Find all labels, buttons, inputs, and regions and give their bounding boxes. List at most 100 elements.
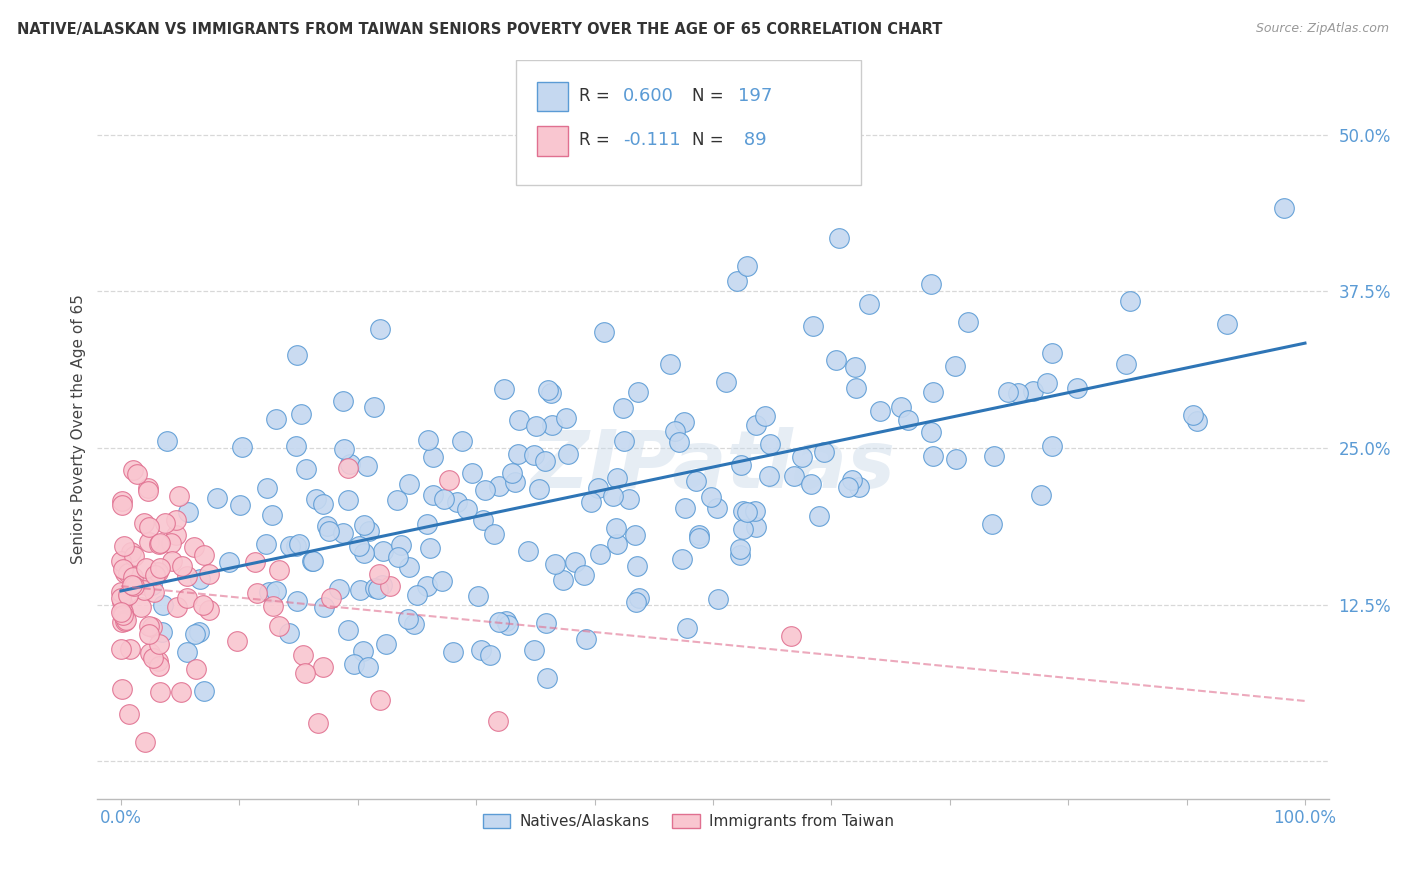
Point: [142, 585, 165, 599]
Point: [921, 449, 943, 463]
Point: [125, 467, 148, 481]
Point: [132, 516, 155, 531]
Point: [336, 623, 359, 637]
Point: [176, 591, 198, 605]
Point: [486, 714, 509, 729]
Point: [142, 651, 165, 665]
Text: 197: 197: [738, 87, 772, 105]
Point: [316, 519, 339, 533]
Point: [801, 318, 824, 333]
Point: [626, 559, 648, 574]
Point: [112, 605, 135, 619]
Point: [110, 605, 132, 619]
Point: [437, 473, 460, 487]
Point: [363, 400, 385, 414]
Point: [432, 574, 454, 588]
Point: [146, 654, 169, 668]
Point: [124, 549, 146, 563]
Point: [114, 566, 136, 581]
Point: [983, 449, 1005, 463]
Point: [337, 461, 360, 475]
Point: [367, 582, 389, 597]
Point: [1040, 439, 1063, 453]
Point: [813, 445, 835, 459]
Point: [347, 539, 370, 553]
Point: [115, 613, 138, 627]
Point: [605, 521, 627, 535]
Point: [117, 566, 139, 581]
Point: [172, 558, 194, 573]
Point: [198, 603, 221, 617]
Point: [136, 484, 159, 499]
Point: [688, 531, 710, 545]
Point: [506, 447, 529, 461]
Point: [416, 578, 439, 592]
Point: [779, 629, 801, 643]
Point: [231, 440, 253, 454]
Point: [1215, 317, 1237, 331]
Point: [523, 449, 546, 463]
Point: [110, 642, 132, 657]
Point: [716, 376, 738, 390]
Point: [471, 513, 494, 527]
Point: [524, 418, 547, 433]
Point: [111, 494, 134, 508]
Point: [396, 612, 419, 626]
Point: [627, 385, 650, 400]
Point: [364, 581, 387, 595]
Point: [433, 491, 456, 506]
Point: [575, 632, 598, 647]
Point: [156, 434, 179, 448]
Point: [945, 452, 967, 467]
Point: [148, 637, 170, 651]
Point: [730, 542, 752, 557]
Point: [343, 657, 366, 671]
Text: ZIPatlas: ZIPatlas: [530, 427, 896, 505]
Point: [418, 433, 440, 447]
Point: [150, 625, 173, 640]
Point: [808, 508, 831, 523]
Point: [623, 528, 645, 542]
Point: [218, 555, 240, 569]
Point: [337, 493, 360, 508]
Point: [110, 615, 132, 629]
Point: [501, 467, 523, 481]
Point: [897, 412, 920, 426]
Point: [110, 585, 132, 599]
Point: [353, 517, 375, 532]
Point: [422, 450, 444, 464]
Point: [450, 434, 472, 448]
Point: [188, 572, 211, 586]
Point: [956, 315, 979, 329]
Point: [730, 458, 752, 472]
Point: [837, 480, 859, 494]
Point: [370, 322, 392, 336]
Text: Source: ZipAtlas.com: Source: ZipAtlas.com: [1256, 22, 1389, 36]
Point: [243, 555, 266, 569]
Point: [134, 582, 156, 597]
Point: [456, 502, 478, 516]
Point: [141, 578, 163, 592]
Point: [441, 644, 464, 658]
Point: [664, 425, 686, 439]
Point: [135, 578, 157, 592]
Point: [184, 662, 207, 676]
Point: [312, 660, 335, 674]
Point: [111, 595, 134, 609]
Point: [356, 459, 378, 474]
Point: [706, 500, 728, 515]
Point: [278, 625, 301, 640]
Point: [229, 498, 252, 512]
Point: [301, 553, 323, 567]
Point: [628, 591, 651, 606]
Point: [143, 567, 166, 582]
Point: [114, 614, 136, 628]
Point: [517, 544, 540, 558]
Point: [586, 481, 609, 495]
Text: 89: 89: [738, 131, 766, 149]
Point: [1182, 408, 1205, 422]
Point: [706, 591, 728, 606]
Point: [328, 582, 350, 596]
Point: [624, 595, 647, 609]
Point: [264, 412, 287, 426]
